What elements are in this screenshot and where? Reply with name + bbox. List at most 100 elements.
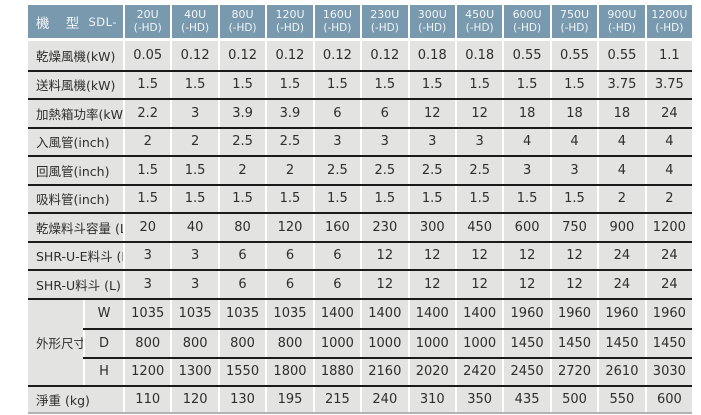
spec-cell: 2160: [360, 358, 408, 385]
table-row: 乾燥料斗容量 (L) 20 40 80 120 160 230 300 450 600 750 900…: [28, 212, 693, 241]
table-row: 加熱箱功率(kW) 2.2 3 3.9 3.9 6 6 12 12 18 18 18 24: [28, 98, 693, 127]
spec-cell: 2020: [407, 358, 455, 385]
spec-cell: 3.9: [265, 100, 313, 127]
dimension-axis-label: H: [83, 358, 123, 385]
spec-cell: 1.5: [217, 71, 266, 98]
spec-cell: 6: [360, 100, 408, 127]
spec-cell: 120: [265, 214, 313, 241]
spec-cell: 350: [454, 387, 503, 412]
spec-cell: 600: [644, 387, 693, 412]
spec-cell: 3: [170, 242, 218, 269]
spec-cell: 18: [549, 100, 598, 127]
spec-cell: 2610: [597, 358, 645, 385]
column-suffix-label: (-HD): [418, 21, 447, 34]
spec-cell: 3: [123, 271, 171, 298]
spec-cell: 435: [502, 387, 550, 412]
spec-cell: 2720: [549, 358, 598, 385]
spec-cell: 1960: [597, 299, 645, 328]
column-header-40U: 40U (-HD): [170, 5, 218, 38]
spec-cell: 80: [217, 214, 266, 241]
spec-cell: 6: [265, 271, 313, 298]
spec-cell: 1550: [217, 358, 266, 385]
spec-cell: 3: [123, 242, 171, 269]
spec-cell: 24: [597, 271, 645, 298]
spec-cell: 1035: [123, 299, 171, 328]
column-model-label: 20U: [136, 8, 159, 22]
spec-cell: 1800: [265, 358, 313, 385]
spec-cell: 2.2: [123, 100, 171, 127]
column-model-label: 230U: [370, 8, 400, 22]
spec-cell: 0.12: [312, 41, 361, 70]
column-model-label: 160U: [322, 8, 352, 22]
spec-cell: 4: [502, 128, 550, 155]
spec-cell: 1400: [312, 299, 361, 328]
spec-cell: 2.5: [217, 128, 266, 155]
spec-cell: 40: [170, 214, 218, 241]
column-model-label: 40U: [184, 8, 207, 22]
spec-cell: 3.75: [597, 71, 645, 98]
spec-cell: 0.12: [170, 41, 218, 70]
spec-cell: 6: [312, 242, 361, 269]
row-label: 回風管(inch): [28, 157, 123, 184]
column-header-230U: 230U (-HD): [360, 5, 408, 38]
column-header-160U: 160U (-HD): [312, 5, 361, 38]
row-label: 入風管(inch): [28, 128, 123, 155]
spec-cell: 1000: [360, 330, 408, 357]
spec-cell: 2.5: [407, 157, 455, 184]
spec-cell: 1.5: [170, 71, 218, 98]
spec-cell: 12: [407, 100, 455, 127]
table-row: 吸料管(inch) 1.5 1.5 1.5 1.5 1.5 1.5 1.5 1.5 1.5 1.5 2…: [28, 183, 693, 212]
spec-cell: 4: [597, 157, 645, 184]
column-model-label: 750U: [559, 8, 590, 22]
spec-cell: 1.5: [360, 71, 408, 98]
column-suffix-label: (-HD): [560, 21, 589, 34]
spec-cell: 6: [217, 242, 266, 269]
spec-cell: 2.5: [312, 157, 361, 184]
spec-cell: 2420: [454, 358, 503, 385]
spec-cell: 24: [644, 242, 693, 269]
spec-cell: 1.5: [360, 185, 408, 212]
column-header-80U: 80U (-HD): [217, 5, 266, 38]
spec-cell: 1200: [644, 214, 693, 241]
column-model-label: 900U: [607, 8, 637, 22]
column-header-300U: 300U (-HD): [407, 5, 455, 38]
dimension-axis-label: D: [83, 330, 123, 357]
spec-cell: 2.5: [360, 157, 408, 184]
spec-cell: 450: [454, 214, 503, 241]
table-header-row: 機 型 SDL- 20U (-HD) 40U (-HD) 80U (-HD) 120U (-H…: [28, 5, 693, 38]
row-label: SHR-U-E料斗 (L): [28, 242, 133, 269]
spec-cell: 1035: [265, 299, 313, 328]
table-row: 送料風機(kW) 1.5 1.5 1.5 1.5 1.5 1.5 1.5 1.5 1.5 1.5 3.…: [28, 69, 693, 98]
spec-cell: 12: [549, 271, 598, 298]
spec-cell: 1.5: [454, 185, 503, 212]
spec-cell: 24: [644, 271, 693, 298]
spec-cell: 1.5: [217, 185, 266, 212]
table-row: H 1200 1300 1550 1800 1880 2160 2020 2420 2450 272…: [83, 356, 693, 385]
spec-cell: 1.5: [407, 71, 455, 98]
column-suffix-label: (-HD): [323, 21, 352, 34]
spec-cell: 800: [170, 330, 218, 357]
spec-cell: 230: [360, 214, 408, 241]
spec-cell: 215: [312, 387, 361, 412]
table-row: 淨重 (kg) 110 120 130 195 215 240 310 350 435 500 550…: [28, 385, 693, 414]
row-label: 乾燥料斗容量 (L): [28, 214, 132, 241]
spec-cell: 195: [265, 387, 313, 412]
spec-cell: 6: [312, 271, 361, 298]
spec-cell: 110: [123, 387, 171, 412]
spec-cell: 12: [454, 100, 503, 127]
spec-cell: 0.18: [407, 41, 455, 70]
spec-cell: 2: [597, 185, 645, 212]
spec-cell: 500: [549, 387, 598, 412]
spec-cell: 1200: [123, 358, 171, 385]
spec-table: 機 型 SDL- 20U (-HD) 40U (-HD) 80U (-HD) 120U (-H…: [28, 5, 693, 414]
spec-cell: 3.9: [217, 100, 266, 127]
spec-cell: 1960: [502, 299, 550, 328]
spec-cell: 12: [360, 242, 408, 269]
spec-cell: 12: [549, 242, 598, 269]
spec-cell: 2: [123, 128, 171, 155]
spec-cell: 310: [407, 387, 455, 412]
column-suffix-label: (-HD): [370, 21, 399, 34]
spec-cell: 3: [360, 128, 408, 155]
spec-cell: 600: [502, 214, 550, 241]
